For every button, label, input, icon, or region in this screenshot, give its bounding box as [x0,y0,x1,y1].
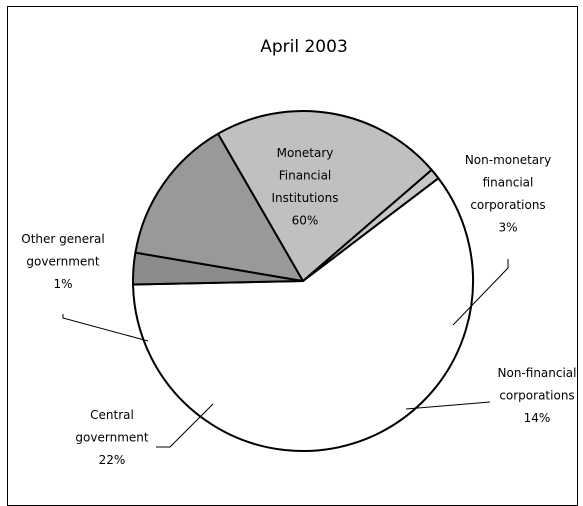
pie-slice-central-government [217,110,433,282]
leader-line-central-government [156,403,214,448]
pie-slice-monetary-financial-institutions [132,177,474,452]
pie-slice-other-general-government [302,168,440,282]
slice-label-non-monetary-financial-corporations: Non-monetary financial corporations 3% [465,153,551,235]
slice-labels: Monetary Financial Institutions 60% Non-mone… [21,146,576,467]
chart-title: April 2003 [260,37,348,57]
pie-slice-non-financial-corporations [134,132,304,282]
pie-chart: April 2003 Monetary Financial Institutions… [21,37,576,467]
slice-label-monetary-financial-institutions: Monetary Financial Institutions 60% [272,146,339,228]
leader-line-non-monetary-financial-corporations [452,259,509,326]
slice-label-other-general-government: Other general government 1% [21,232,105,291]
slice-label-central-government: Central government 22% [75,408,148,467]
leader-line-non-financial-corporations [405,401,491,410]
pie-slices [132,110,474,452]
leader-line-other-general-government [62,314,149,342]
slice-label-non-financial-corporations: Non-financial corporations 14% [498,366,577,425]
leader-lines [62,259,509,448]
